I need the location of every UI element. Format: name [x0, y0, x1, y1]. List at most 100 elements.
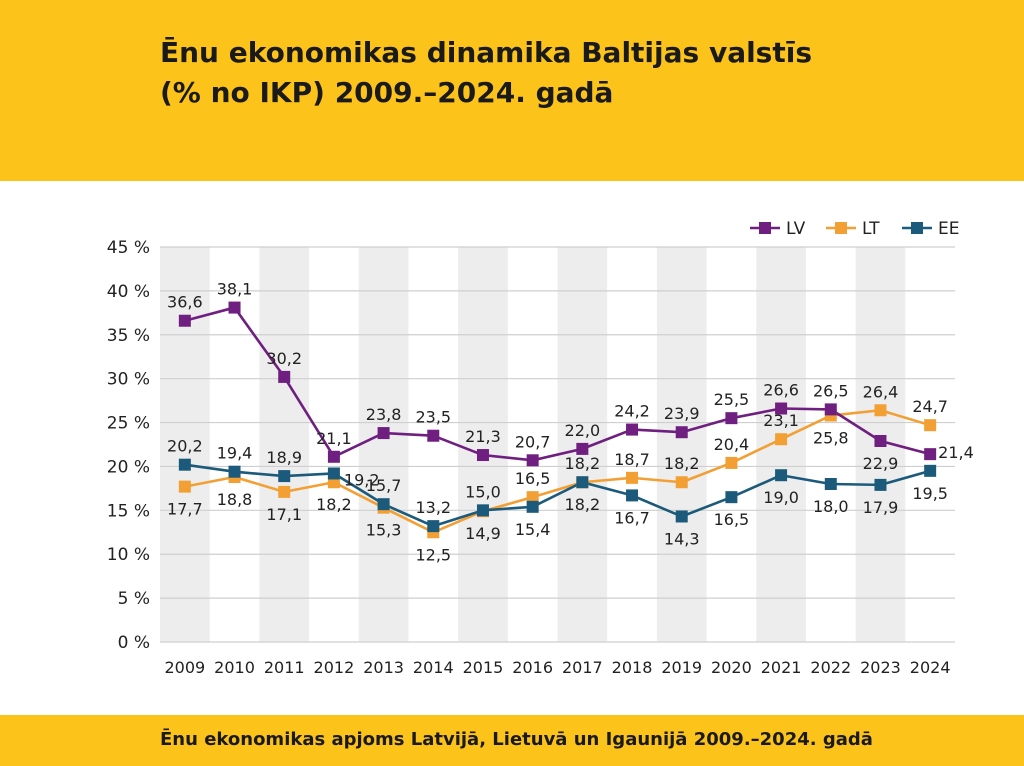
- data-point-lv: [775, 402, 788, 415]
- data-point-ee: [775, 469, 788, 482]
- data-label-lt: 14,9: [465, 524, 501, 543]
- footer-band: Ēnu ekonomikas apjoms Latvijā, Lietuvā u…: [0, 715, 1024, 766]
- y-axis-tick-labels: 0 % 5 % 10 % 15 % 20 % 25 % 30 % 35 % 40 % 45 %: [107, 238, 150, 653]
- data-point-ee: [626, 489, 639, 502]
- legend-label-ee: EE: [938, 219, 959, 239]
- data-point-ee: [576, 476, 589, 489]
- x-tick-label: 2018: [612, 658, 653, 677]
- column-shade: [259, 247, 310, 642]
- data-label-ee: 16,7: [614, 508, 650, 527]
- header-band: Ēnu ekonomikas dinamika Baltijas valstīs…: [0, 0, 1024, 181]
- data-point-ee: [278, 470, 291, 483]
- data-point-ee: [228, 465, 241, 478]
- data-label-ee: 19,0: [763, 488, 799, 507]
- x-axis-tick-labels: 2009 2010 2011 2012 2013 2014 2015 2016 2017 2018…: [164, 658, 950, 677]
- x-tick-label: 2024: [910, 658, 951, 677]
- y-tick-label: 25 %: [107, 414, 150, 434]
- data-point-lv: [874, 434, 887, 447]
- data-point-lv: [377, 427, 390, 440]
- series-line-lt: [184, 408, 931, 534]
- data-label-lt: 18,2: [316, 495, 352, 514]
- y-tick-label: 40 %: [107, 282, 150, 302]
- x-tick-label: 2020: [711, 658, 752, 677]
- y-tick-label: 15 %: [107, 501, 150, 521]
- data-label-lv: 23,5: [415, 408, 451, 427]
- y-tick-label: 5 %: [118, 589, 150, 609]
- legend: LV LT EE: [750, 219, 959, 239]
- x-tick-label: 2009: [164, 658, 205, 677]
- data-point-lv: [576, 442, 589, 455]
- data-label-lt: 17,1: [266, 505, 302, 524]
- chart-caption: Ēnu ekonomikas apjoms Latvijā, Lietuvā u…: [160, 729, 873, 750]
- series-line-ee: [184, 463, 931, 528]
- column-shade: [358, 247, 409, 642]
- legend-label-lv: LV: [786, 219, 806, 239]
- data-point-lt: [526, 491, 539, 504]
- x-tick-label: 2012: [314, 658, 355, 677]
- legend-label-lt: LT: [862, 219, 880, 239]
- data-point-lv: [725, 412, 738, 425]
- data-label-lt: 17,7: [167, 500, 203, 519]
- series-line-lv: [184, 306, 931, 462]
- data-point-lv: [476, 449, 489, 462]
- data-label-ee: 14,3: [664, 529, 700, 548]
- x-tick-label: 2013: [363, 658, 404, 677]
- data-point-ee: [924, 464, 937, 477]
- data-point-lv: [427, 429, 440, 442]
- data-label-lt: 24,7: [912, 397, 948, 416]
- data-label-ee: 18,9: [266, 448, 302, 467]
- data-point-lv: [327, 450, 340, 463]
- data-labels: 36,6 38,1 30,2 21,1 23,8 23,5 21,3 20,7 22,0 24,2…: [167, 280, 974, 565]
- data-label-lv: 25,5: [714, 390, 750, 409]
- data-label-lv: 21,3: [465, 427, 501, 446]
- data-label-lt: 18,8: [217, 490, 253, 509]
- data-label-lv: 21,4: [938, 443, 974, 462]
- data-point-ee: [476, 504, 489, 517]
- column-shade: [656, 247, 707, 642]
- data-label-lt: 18,7: [614, 450, 650, 469]
- data-point-ee: [675, 510, 688, 523]
- y-tick-label: 10 %: [107, 545, 150, 565]
- data-label-ee: 19,4: [217, 444, 253, 463]
- data-point-lv: [228, 301, 241, 314]
- gridlines: [160, 246, 955, 643]
- data-label-ee: 20,2: [167, 437, 203, 456]
- data-point-lt: [924, 419, 937, 432]
- data-label-lt: 15,3: [366, 521, 402, 540]
- x-tick-label: 2015: [463, 658, 504, 677]
- data-point-lt: [178, 480, 191, 493]
- data-point-lt: [874, 404, 887, 417]
- data-point-ee: [377, 498, 390, 511]
- data-point-ee: [824, 478, 837, 490]
- x-tick-label: 2021: [761, 658, 802, 677]
- x-tick-label: 2014: [413, 658, 454, 677]
- data-label-lv: 30,2: [266, 349, 302, 368]
- series-markers: [178, 301, 937, 539]
- y-tick-label: 35 %: [107, 326, 150, 346]
- data-label-ee: 13,2: [415, 498, 451, 517]
- data-label-lv: 24,2: [614, 402, 650, 421]
- data-label-lt: 20,4: [714, 435, 750, 454]
- series-lines: [184, 306, 931, 534]
- data-label-ee: 18,0: [813, 497, 849, 516]
- line-chart: 0 % 5 % 10 % 15 % 20 % 25 % 30 % 35 % 40 % 45 % 2…: [107, 219, 974, 677]
- data-point-lt: [675, 476, 688, 489]
- data-label-lt: 26,4: [863, 382, 899, 401]
- data-label-lv: 23,9: [664, 404, 700, 423]
- data-label-lv: 23,8: [366, 405, 402, 424]
- data-point-ee: [874, 478, 887, 491]
- data-label-lt: 16,5: [515, 469, 551, 488]
- legend-marker-ee: [911, 222, 923, 234]
- data-label-lv: 21,1: [316, 429, 352, 448]
- data-point-ee: [327, 467, 340, 480]
- y-tick-label: 0 %: [118, 633, 150, 653]
- data-point-ee: [526, 500, 539, 513]
- data-label-ee: 17,9: [863, 498, 899, 517]
- y-tick-label: 20 %: [107, 457, 150, 477]
- data-label-ee: 15,0: [465, 482, 501, 501]
- data-label-lv: 22,9: [863, 454, 899, 473]
- data-label-ee: 18,2: [565, 495, 601, 514]
- column-shade: [458, 247, 508, 642]
- data-point-lv: [178, 314, 191, 327]
- legend-marker-lv: [759, 222, 771, 234]
